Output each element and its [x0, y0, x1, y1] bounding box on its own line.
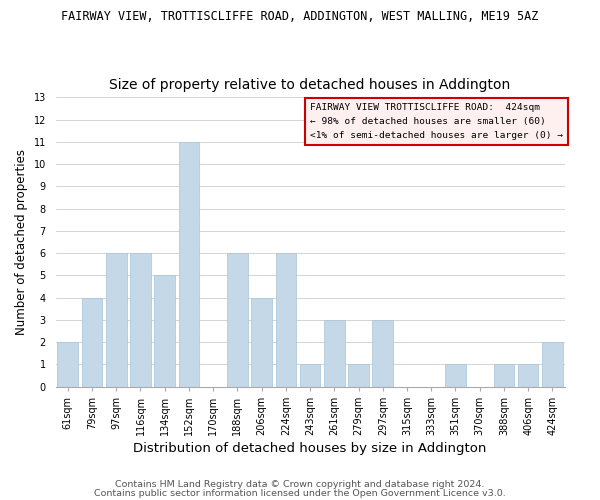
Bar: [58, 342, 78, 386]
Y-axis label: Number of detached properties: Number of detached properties: [15, 149, 28, 335]
Bar: [179, 142, 199, 386]
Bar: [154, 276, 175, 386]
Text: Contains HM Land Registry data © Crown copyright and database right 2024.: Contains HM Land Registry data © Crown c…: [115, 480, 485, 489]
Bar: [300, 364, 320, 386]
Bar: [82, 298, 102, 386]
Bar: [373, 320, 393, 386]
Text: Contains public sector information licensed under the Open Government Licence v3: Contains public sector information licen…: [94, 490, 506, 498]
X-axis label: Distribution of detached houses by size in Addington: Distribution of detached houses by size …: [133, 442, 487, 455]
Text: FAIRWAY VIEW, TROTTISCLIFFE ROAD, ADDINGTON, WEST MALLING, ME19 5AZ: FAIRWAY VIEW, TROTTISCLIFFE ROAD, ADDING…: [61, 10, 539, 23]
Bar: [106, 253, 127, 386]
Bar: [542, 342, 563, 386]
Title: Size of property relative to detached houses in Addington: Size of property relative to detached ho…: [109, 78, 511, 92]
Text: FAIRWAY VIEW TROTTISCLIFFE ROAD:  424sqm
← 98% of detached houses are smaller (6: FAIRWAY VIEW TROTTISCLIFFE ROAD: 424sqm …: [310, 103, 563, 140]
Bar: [348, 364, 369, 386]
Bar: [324, 320, 344, 386]
Bar: [251, 298, 272, 386]
Bar: [130, 253, 151, 386]
Bar: [518, 364, 538, 386]
Bar: [445, 364, 466, 386]
Bar: [494, 364, 514, 386]
Bar: [275, 253, 296, 386]
Bar: [227, 253, 248, 386]
